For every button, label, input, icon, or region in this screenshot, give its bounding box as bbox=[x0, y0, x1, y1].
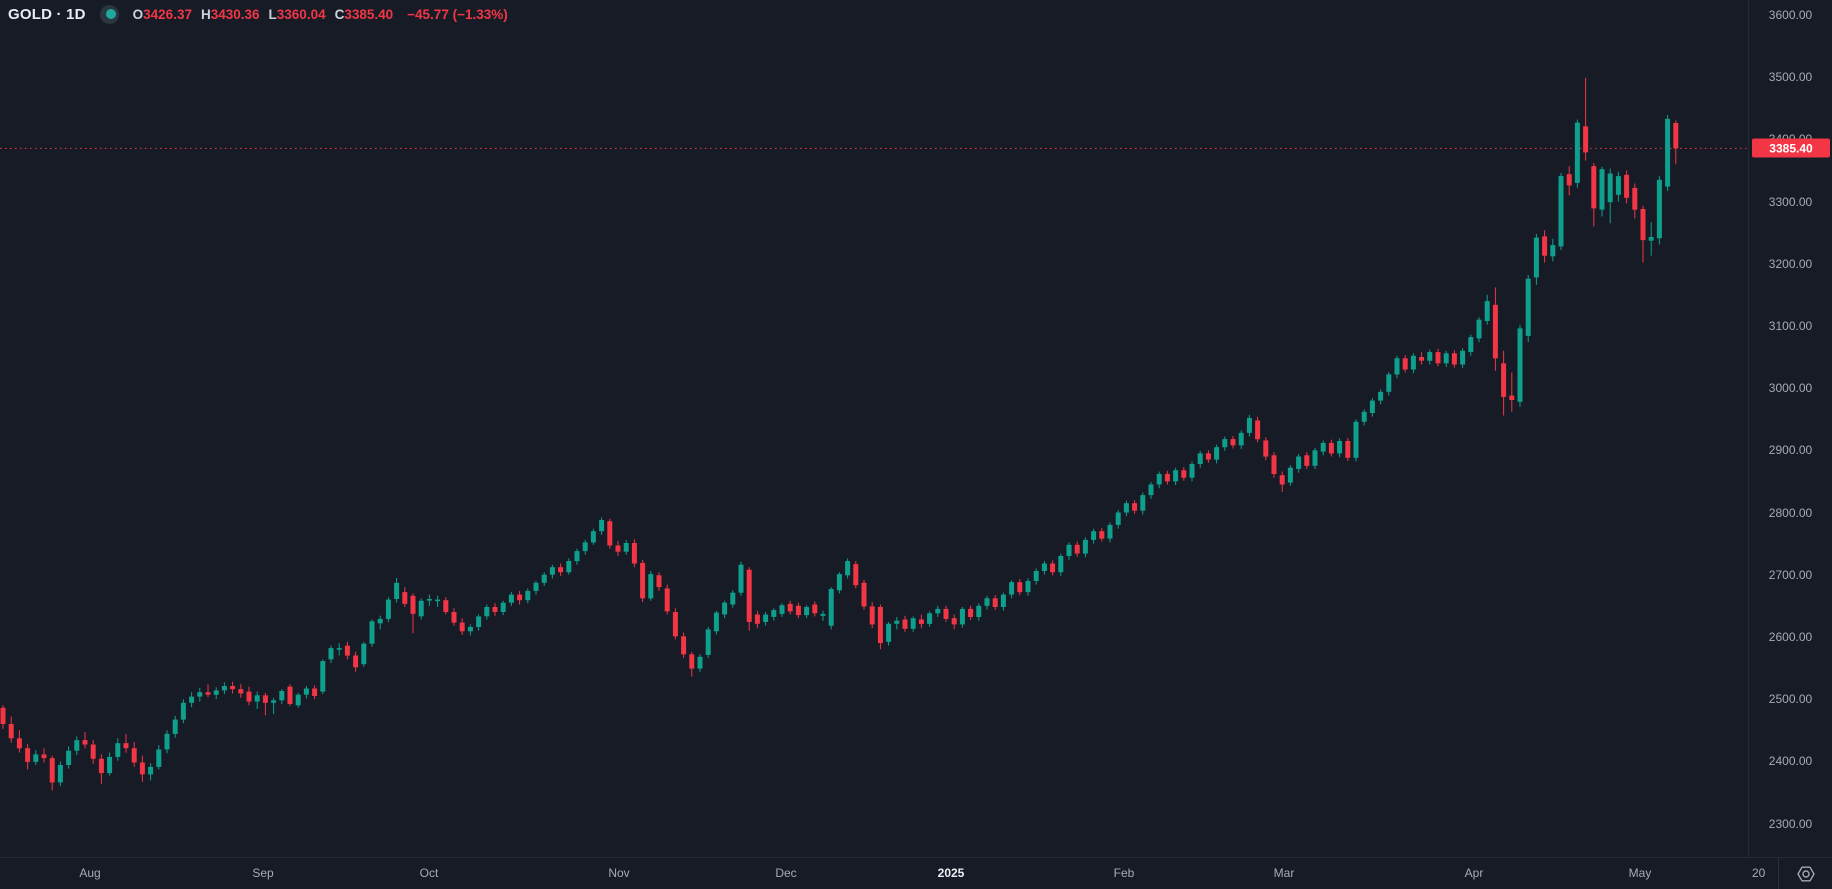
price-tick-label: 2300.00 bbox=[1768, 816, 1813, 831]
time-tick-aug: Aug bbox=[79, 866, 101, 880]
time-tick-apr: Apr bbox=[1464, 866, 1484, 880]
price-axis[interactable]: 2300.00 2400.00 2500.00 2600.00 2700.00 2800.… bbox=[1748, 0, 1832, 857]
price-tick-label: 3500.00 bbox=[1768, 70, 1813, 85]
axis-settings-gear-icon[interactable] bbox=[1796, 865, 1816, 883]
time-tick-2025: 2025 bbox=[937, 866, 965, 880]
time-tick-nov: Nov bbox=[608, 866, 630, 880]
price-tick-label: 3300.00 bbox=[1768, 194, 1813, 209]
symbol-legend: GOLD · 1D O3426.37 H3430.36 L3360.04 C3385.… bbox=[8, 4, 508, 24]
ohlc-C: C3385.40 bbox=[334, 6, 394, 22]
ohlc-values: O3426.37 H3430.36 L3360.04 C3385.40 bbox=[133, 7, 394, 22]
price-tick-label: 2600.00 bbox=[1768, 629, 1813, 644]
price-tick-label: 2900.00 bbox=[1768, 443, 1813, 458]
price-tick-label: 3200.00 bbox=[1768, 256, 1813, 271]
ohlc-H: H3430.36 bbox=[200, 6, 260, 22]
time-tick-mar: Mar bbox=[1273, 866, 1295, 880]
price-change: −45.77 (−1.33%) bbox=[407, 6, 508, 22]
time-axis[interactable]: Aug Sep Oct Nov Dec 2025 Feb Mar Apr May 20 bbox=[0, 857, 1778, 889]
candles-svg bbox=[0, 77, 1748, 791]
time-tick-may: May bbox=[1628, 866, 1652, 880]
price-tick-label: 2400.00 bbox=[1768, 754, 1813, 769]
ohlc-L: L3360.04 bbox=[268, 6, 326, 22]
price-tick-label: 2700.00 bbox=[1768, 567, 1813, 582]
symbol-title[interactable]: GOLD · 1D bbox=[8, 5, 86, 23]
symbol-logo-icon bbox=[99, 4, 119, 24]
axis-corner bbox=[1778, 857, 1832, 889]
last-price-badge: 3385.40 bbox=[1752, 138, 1830, 158]
time-tick-sep: Sep bbox=[252, 866, 274, 880]
time-tick-feb: Feb bbox=[1113, 866, 1135, 880]
price-tick-label: 3600.00 bbox=[1768, 8, 1813, 22]
candlestick-chart[interactable] bbox=[0, 0, 1748, 857]
price-tick-label: 2500.00 bbox=[1768, 692, 1813, 707]
ohlc-O: O3426.37 bbox=[132, 6, 192, 22]
price-tick-label: 3100.00 bbox=[1768, 318, 1813, 333]
time-tick-oct: Oct bbox=[419, 866, 439, 880]
time-tick-dec: Dec bbox=[775, 866, 797, 880]
price-tick-label: 2800.00 bbox=[1768, 505, 1813, 520]
time-tick-20: 20 bbox=[1752, 866, 1766, 880]
price-tick-label: 3000.00 bbox=[1768, 381, 1813, 396]
